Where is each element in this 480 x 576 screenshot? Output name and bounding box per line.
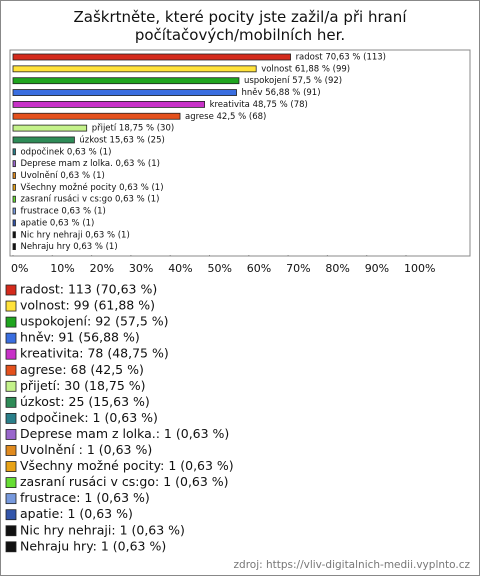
legend-swatch [5, 541, 17, 553]
x-tick-label: 70% [286, 262, 310, 275]
x-tick-label: 50% [208, 262, 232, 275]
bar-label: uspokojení 57,5 % (92) [244, 76, 342, 86]
bar-label: kreativita 48,75 % (78) [210, 100, 308, 110]
bar [12, 136, 75, 144]
bar-label: přijetí 18,75 % (30) [92, 124, 175, 134]
bar [12, 160, 16, 168]
x-tick-label: 20% [90, 262, 114, 275]
bar-label: frustrace 0,63 % (1) [20, 207, 105, 217]
bar [12, 65, 257, 73]
legend-label: odpočinek: 1 (0,63 %) [20, 410, 158, 425]
bar [12, 53, 291, 61]
legend-label: přijetí: 30 (18,75 %) [20, 378, 146, 393]
bar-label: Nic hry nehraji 0,63 % (1) [20, 230, 129, 240]
legend-label: Deprese mam z lolka.: 1 (0,63 %) [20, 426, 229, 441]
legend-label: Nehraju hry: 1 (0,63 %) [20, 538, 166, 553]
bar-label: Deprese mam z lolka. 0,63 % (1) [20, 159, 159, 169]
legend-label: zasraní rusáci v cs:go: 1 (0,63 %) [20, 474, 229, 489]
x-tick-label: 0% [11, 262, 28, 275]
legend-swatch [5, 348, 17, 360]
bar-label: volnost 61,88 % (99) [261, 64, 350, 74]
legend-swatch [5, 477, 17, 489]
bar-label: radost 70,63 % (113) [296, 53, 386, 63]
legend-swatch [5, 445, 17, 456]
chart-title: Zaškrtněte, které pocity jste zažil/a př… [74, 8, 408, 44]
legend-swatch [5, 461, 17, 472]
bar [12, 77, 240, 85]
x-tick-label: 90% [365, 262, 389, 275]
legend-swatch [5, 284, 17, 296]
legend-swatch [5, 412, 17, 424]
legend-label: uspokojení: 92 (57,5 %) [20, 314, 169, 329]
bar-label: agrese 42,5 % (68) [185, 112, 266, 122]
x-tick-label: 40% [168, 262, 192, 275]
plot-frame [9, 49, 471, 257]
legend-label: hněv: 91 (56,88 %) [20, 330, 140, 345]
x-tick-label: 30% [129, 262, 153, 275]
legend-swatch [5, 493, 17, 505]
bar [12, 243, 16, 251]
bar [12, 112, 181, 120]
legend-swatch [5, 396, 17, 408]
bar-label: Uvolnění 0,63 % (1) [20, 171, 104, 181]
bar [12, 101, 205, 108]
legend-label: apatie: 1 (0,63 %) [20, 506, 133, 521]
legend-label: agrese: 68 (42,5 %) [20, 362, 144, 377]
legend-swatch [5, 525, 17, 537]
bar [12, 183, 16, 191]
bar [12, 89, 237, 96]
legend-label: Uvolnění : 1 (0,63 %) [20, 442, 152, 457]
x-tick-label: 80% [325, 262, 349, 275]
legend-swatch [5, 509, 17, 521]
legend-label: radost: 113 (70,63 %) [20, 282, 157, 297]
legend-swatch [5, 429, 17, 440]
bar-label: Všechny možné pocity 0,63 % (1) [20, 182, 163, 193]
legend-swatch [5, 380, 17, 392]
x-tick-label: 10% [50, 262, 74, 275]
bar [12, 219, 16, 227]
bar [12, 195, 16, 203]
bar [12, 207, 16, 215]
legend-label: Všechny možné pocity: 1 (0,63 %) [20, 458, 234, 473]
bar-label: apatie 0,63 % (1) [20, 218, 94, 228]
bar-label: odpočinek 0,63 % (1) [20, 146, 111, 157]
bar-label: hněv 56,88 % (91) [242, 88, 321, 98]
legend-swatch [5, 300, 17, 312]
legend-label: kreativita: 78 (48,75 %) [20, 346, 169, 361]
bar-label: zasraní rusáci v cs:go 0,63 % (1) [20, 195, 159, 205]
x-tick-label: 60% [247, 262, 271, 275]
bar [12, 148, 16, 156]
source: zdroj: https://vliv-digitalnich-medii.vy… [234, 559, 471, 571]
legend-label: úzkost: 25 (15,63 %) [20, 394, 150, 409]
bar [12, 124, 88, 132]
legend-swatch [5, 316, 17, 328]
legend-swatch [5, 332, 17, 344]
bar-label: Nehraju hry 0,63 % (1) [20, 242, 117, 252]
x-tick-label: 100% [404, 262, 435, 275]
legend-label: frustrace: 1 (0,63 %) [20, 490, 150, 505]
bar [12, 172, 16, 179]
legend-swatch [5, 364, 17, 376]
legend-label: Nic hry nehraji: 1 (0,63 %) [20, 522, 185, 537]
bar [12, 231, 16, 239]
legend-label: volnost: 99 (61,88 %) [20, 298, 155, 313]
bar-label: úzkost 15,63 % (25) [79, 135, 164, 145]
